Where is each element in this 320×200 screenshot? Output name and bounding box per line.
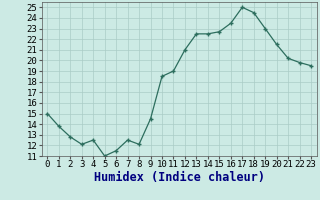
X-axis label: Humidex (Indice chaleur): Humidex (Indice chaleur) bbox=[94, 171, 265, 184]
